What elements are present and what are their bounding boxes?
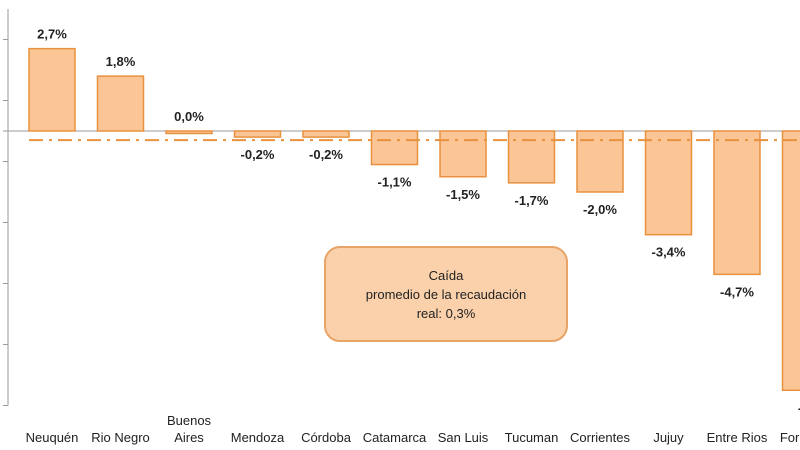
data-label: -0,2% xyxy=(309,147,343,162)
category-label: Aires xyxy=(174,430,204,445)
bar-mendoza xyxy=(233,130,282,138)
category-label: Corrientes xyxy=(570,430,630,445)
data-label: -1,5% xyxy=(446,187,480,202)
bar-rio-negro xyxy=(96,75,145,132)
bar-buenos-aires xyxy=(165,130,213,135)
data-label: -4,7% xyxy=(720,284,754,299)
category-label: Mendoza xyxy=(231,430,285,445)
data-label: 2,7% xyxy=(37,27,67,42)
data-label: -3,4% xyxy=(652,245,686,260)
category-label: Córdoba xyxy=(301,430,352,445)
category-label: Jujuy xyxy=(653,430,684,445)
category-label: Catamarca xyxy=(363,430,427,445)
bar-entre-rios xyxy=(713,130,761,276)
data-label: -8, xyxy=(798,400,800,415)
category-label: Entre Rios xyxy=(707,430,768,445)
data-label: -1,7% xyxy=(515,193,549,208)
callout-line-3: real: 0,3% xyxy=(416,305,476,321)
data-label: -1,1% xyxy=(378,175,412,190)
average-drop-callout: Caída promedio de la recaudación real: 0… xyxy=(324,246,568,342)
category-label: San Luis xyxy=(438,430,489,445)
bar-neuquén xyxy=(28,47,76,132)
category-label: Rio Negro xyxy=(91,430,150,445)
bar-tucuman xyxy=(507,130,556,184)
bar-córdoba xyxy=(302,130,350,138)
category-label: Buenos xyxy=(167,413,212,428)
category-label: Formosa xyxy=(780,430,800,445)
callout-line-2: promedio de la recaudación xyxy=(365,286,527,302)
bar-corrientes xyxy=(576,130,624,193)
bar-san-luis xyxy=(439,130,487,178)
data-label: -0,2% xyxy=(241,147,275,162)
callout-line-1: Caída xyxy=(428,267,464,283)
bar-formosa xyxy=(781,130,800,391)
data-label: 0,0% xyxy=(174,109,204,124)
data-label: 1,8% xyxy=(106,54,136,69)
data-label: -2,0% xyxy=(583,202,617,217)
category-label: Tucuman xyxy=(505,430,559,445)
category-label: Neuquén xyxy=(26,430,79,445)
bar-jujuy xyxy=(644,130,693,236)
bar-catamarca xyxy=(370,130,419,166)
